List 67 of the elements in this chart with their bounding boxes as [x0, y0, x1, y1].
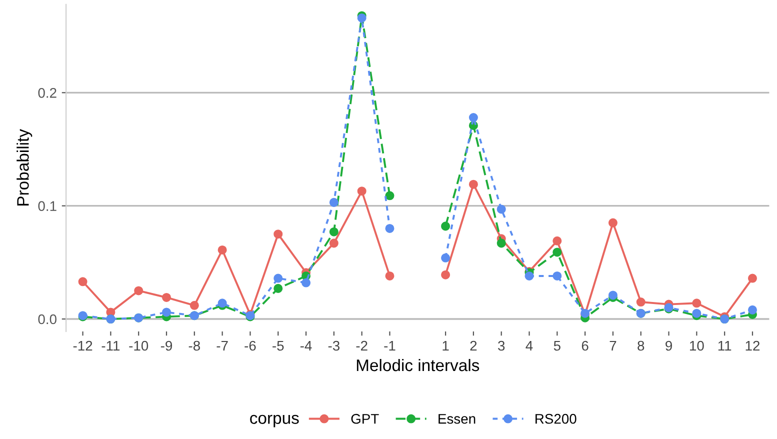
point: [78, 277, 88, 286]
point: [552, 236, 562, 246]
y-tick-label: 0.0: [38, 314, 56, 324]
point: [134, 286, 144, 296]
legend-label: RS200: [536, 414, 576, 424]
point: [692, 298, 702, 308]
point: [468, 113, 478, 122]
x-tick-label: -4: [300, 340, 312, 351]
point: [441, 222, 450, 231]
x-tick-label: -12: [73, 340, 92, 351]
legend-label: Essen: [438, 414, 476, 424]
point: [162, 292, 172, 302]
point: [441, 270, 450, 280]
point: [385, 271, 394, 281]
point: [329, 238, 338, 248]
point: [552, 248, 562, 257]
x-tick-label: -5: [272, 340, 284, 351]
point: [748, 305, 757, 314]
point: [608, 218, 618, 228]
legend-title: corpus: [250, 414, 299, 428]
legend-label: GPT: [351, 414, 379, 424]
point: [748, 274, 757, 283]
point: [468, 180, 478, 189]
point: [385, 224, 394, 233]
x-tick-label: -2: [356, 340, 368, 351]
x-tick-label: -11: [102, 340, 120, 351]
x-tick-label: 9: [666, 340, 672, 351]
point: [636, 298, 646, 307]
point: [496, 238, 506, 248]
x-tick-label: -1: [384, 340, 396, 351]
x-tick-label: 1: [442, 340, 449, 351]
y-tick-label: 0.2: [38, 88, 56, 98]
point: [552, 271, 562, 281]
x-tick-label: -9: [160, 340, 172, 351]
point: [190, 300, 199, 310]
x-tick-label: 4: [526, 340, 533, 351]
x-tick-label: -10: [129, 340, 148, 351]
x-tick-label: 6: [582, 340, 588, 351]
x-tick-label: -3: [328, 340, 340, 351]
x-tick-label: 3: [498, 340, 505, 351]
point: [302, 278, 311, 288]
point: [329, 227, 338, 236]
x-axis-title: Melodic intervals: [356, 358, 480, 372]
point: [496, 204, 506, 214]
point: [274, 284, 283, 293]
point: [385, 191, 394, 200]
x-tick-label: 8: [638, 340, 644, 351]
point: [218, 245, 227, 254]
point: [162, 308, 172, 317]
point: [274, 274, 283, 283]
y-tick-label: 0.1: [38, 201, 56, 211]
x-tick-label: 2: [470, 340, 477, 351]
x-tick-label: -7: [216, 340, 228, 351]
y-axis-title: Probability: [16, 129, 32, 206]
x-tick-label: 12: [746, 340, 760, 351]
point: [329, 198, 338, 207]
point: [524, 271, 534, 281]
point: [274, 230, 283, 239]
x-tick-label: -8: [188, 340, 200, 351]
point: [441, 253, 450, 262]
point: [357, 186, 366, 196]
x-tick-label: -6: [244, 340, 256, 351]
x-tick-label: 5: [554, 340, 560, 351]
x-tick-label: 7: [610, 340, 616, 351]
x-tick-label: 11: [718, 340, 732, 351]
x-tick-label: 10: [690, 340, 704, 351]
point: [692, 308, 702, 318]
